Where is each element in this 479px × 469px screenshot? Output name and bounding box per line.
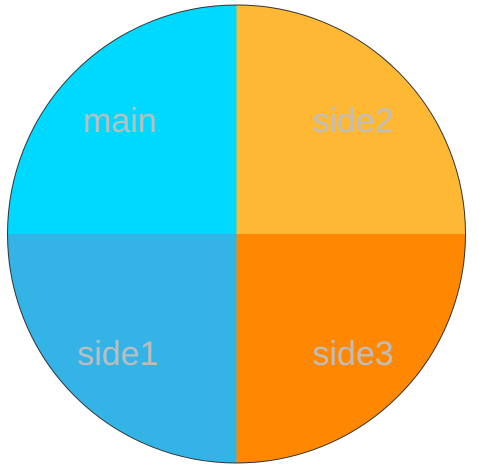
label-side3: side3 xyxy=(312,335,393,373)
label-main: main xyxy=(83,102,157,140)
label-side2: side2 xyxy=(312,102,393,140)
circle-outline xyxy=(7,4,466,464)
label-side1: side1 xyxy=(77,335,158,373)
